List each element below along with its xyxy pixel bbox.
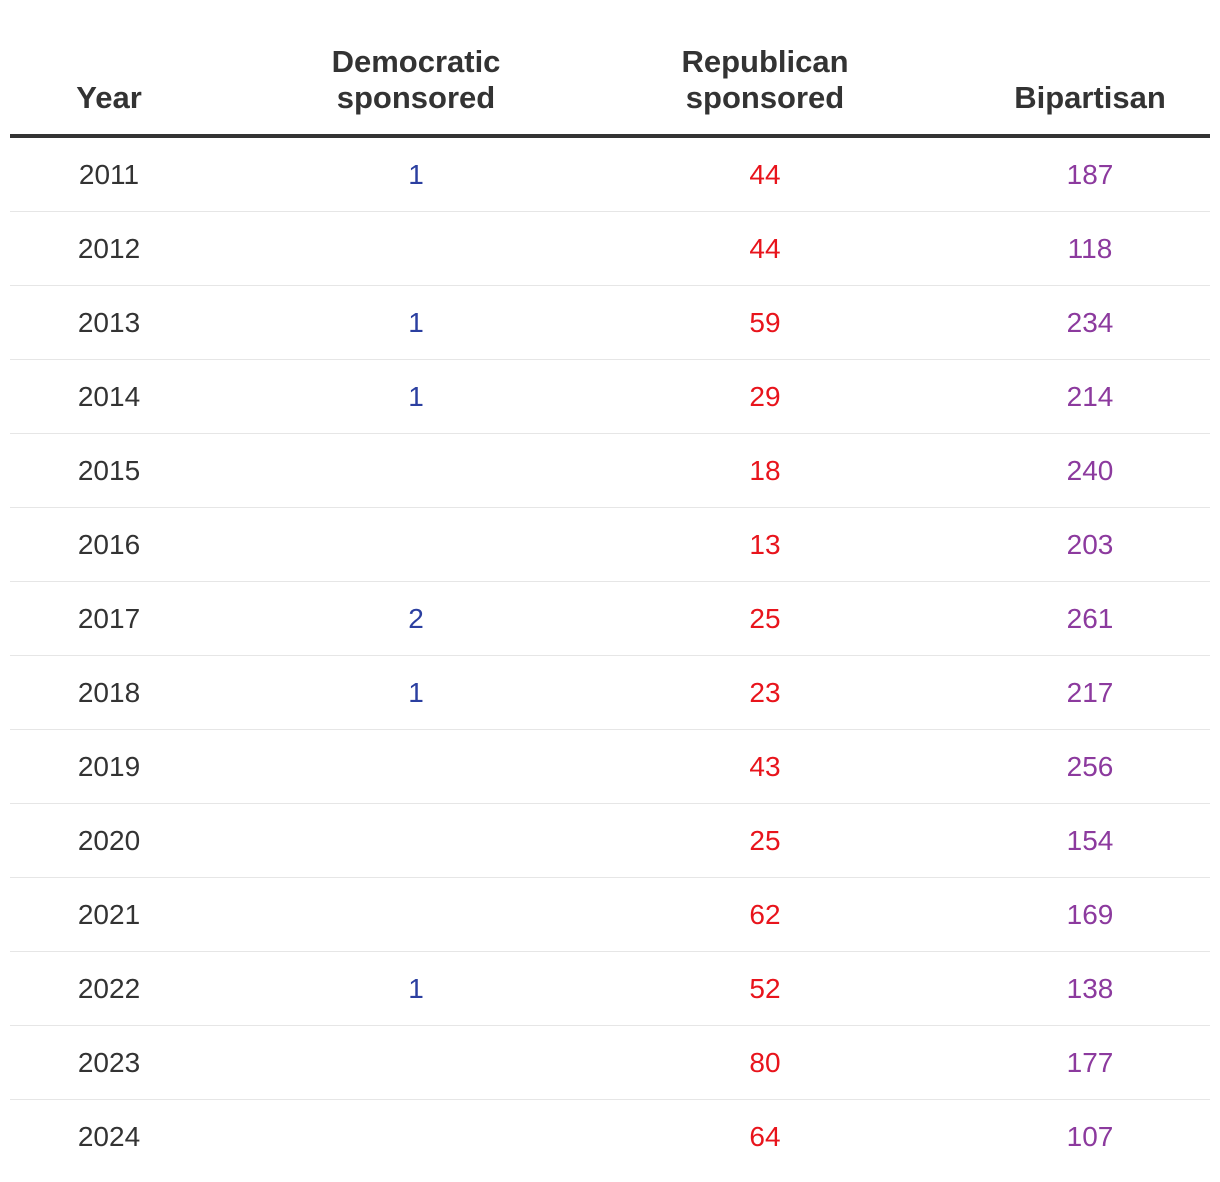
- cell-republican: 25: [749, 825, 781, 856]
- table-header: Year Democratic sponsored Republican spo…: [10, 0, 1210, 138]
- header-year: Year: [76, 80, 142, 116]
- header-republican-line-2: sponsored: [685, 80, 845, 115]
- cell-year: 2020: [77, 825, 141, 856]
- table-row: 2013 1 59 234: [10, 286, 1210, 360]
- cell-bipartisan: 187: [1066, 159, 1114, 190]
- cell-bipartisan: 177: [1066, 1047, 1114, 1078]
- header-year-label: Year: [76, 80, 142, 115]
- cell-republican: 44: [749, 159, 781, 190]
- header-democratic: Democratic sponsored: [332, 44, 501, 116]
- table-row: 2021 62 169: [10, 878, 1210, 952]
- cell-democratic: 1: [408, 159, 424, 190]
- table-body: 2011 1 44 187 2012 44 118 2013 1 59 234 2014 1 29 214 2…: [10, 138, 1210, 1174]
- cell-year: 2024: [77, 1121, 141, 1152]
- cell-bipartisan: 261: [1066, 603, 1114, 634]
- cell-republican: 13: [749, 529, 781, 560]
- cell-bipartisan: 154: [1066, 825, 1114, 856]
- header-republican-line-1: Republican: [681, 44, 849, 79]
- cell-bipartisan: 203: [1066, 529, 1114, 560]
- cell-year: 2013: [77, 307, 141, 338]
- table-row: 2023 80 177: [10, 1026, 1210, 1100]
- header-bipartisan: Bipartisan: [1014, 80, 1166, 116]
- cell-year: 2019: [77, 751, 141, 782]
- cell-bipartisan: 138: [1066, 973, 1114, 1004]
- table-row: 2012 44 118: [10, 212, 1210, 286]
- cell-bipartisan: 107: [1066, 1121, 1114, 1152]
- cell-bipartisan: 214: [1066, 381, 1114, 412]
- table-row: 2024 64 107: [10, 1100, 1210, 1174]
- header-democratic-line-1: Democratic: [331, 44, 501, 79]
- cell-republican: 59: [749, 307, 781, 338]
- cell-republican: 52: [749, 973, 781, 1004]
- cell-year: 2012: [77, 233, 141, 264]
- table-row: 2016 13 203: [10, 508, 1210, 582]
- cell-republican: 62: [749, 899, 781, 930]
- cell-bipartisan: 118: [1067, 233, 1113, 264]
- cell-bipartisan: 169: [1066, 899, 1114, 930]
- table-row: 2014 1 29 214: [10, 360, 1210, 434]
- table-row: 2017 2 25 261: [10, 582, 1210, 656]
- header-democratic-line-2: sponsored: [336, 80, 496, 115]
- cell-republican: 64: [749, 1121, 781, 1152]
- table-row: 2019 43 256: [10, 730, 1210, 804]
- header-republican: Republican sponsored: [681, 44, 848, 116]
- cell-year: 2022: [77, 973, 141, 1004]
- table-row: 2011 1 44 187: [10, 138, 1210, 212]
- cell-year: 2016: [77, 529, 141, 560]
- cell-year: 2018: [77, 677, 141, 708]
- cell-republican: 43: [749, 751, 781, 782]
- cell-bipartisan: 240: [1066, 455, 1114, 486]
- cell-year: 2015: [77, 455, 141, 486]
- cell-republican: 44: [749, 233, 781, 264]
- cell-bipartisan: 217: [1066, 677, 1114, 708]
- cell-democratic: 1: [408, 307, 424, 338]
- table-row: 2018 1 23 217: [10, 656, 1210, 730]
- cell-bipartisan: 256: [1066, 751, 1114, 782]
- cell-democratic: 2: [408, 603, 424, 634]
- cell-year: 2011: [78, 159, 140, 190]
- cell-republican: 25: [749, 603, 781, 634]
- cell-democratic: 1: [408, 677, 424, 708]
- cell-republican: 29: [749, 381, 781, 412]
- table-row: 2015 18 240: [10, 434, 1210, 508]
- cell-bipartisan: 234: [1066, 307, 1114, 338]
- cell-year: 2023: [77, 1047, 141, 1078]
- cell-democratic: 1: [408, 973, 424, 1004]
- table-row: 2020 25 154: [10, 804, 1210, 878]
- table-row: 2022 1 52 138: [10, 952, 1210, 1026]
- cell-democratic: 1: [408, 381, 424, 412]
- cell-republican: 80: [749, 1047, 781, 1078]
- cell-year: 2014: [77, 381, 141, 412]
- cell-republican: 18: [749, 455, 781, 486]
- cell-year: 2017: [77, 603, 141, 634]
- header-bipartisan-label: Bipartisan: [1014, 80, 1166, 115]
- sponsorship-table: Year Democratic sponsored Republican spo…: [10, 0, 1210, 1174]
- cell-year: 2021: [77, 899, 141, 930]
- cell-republican: 23: [749, 677, 781, 708]
